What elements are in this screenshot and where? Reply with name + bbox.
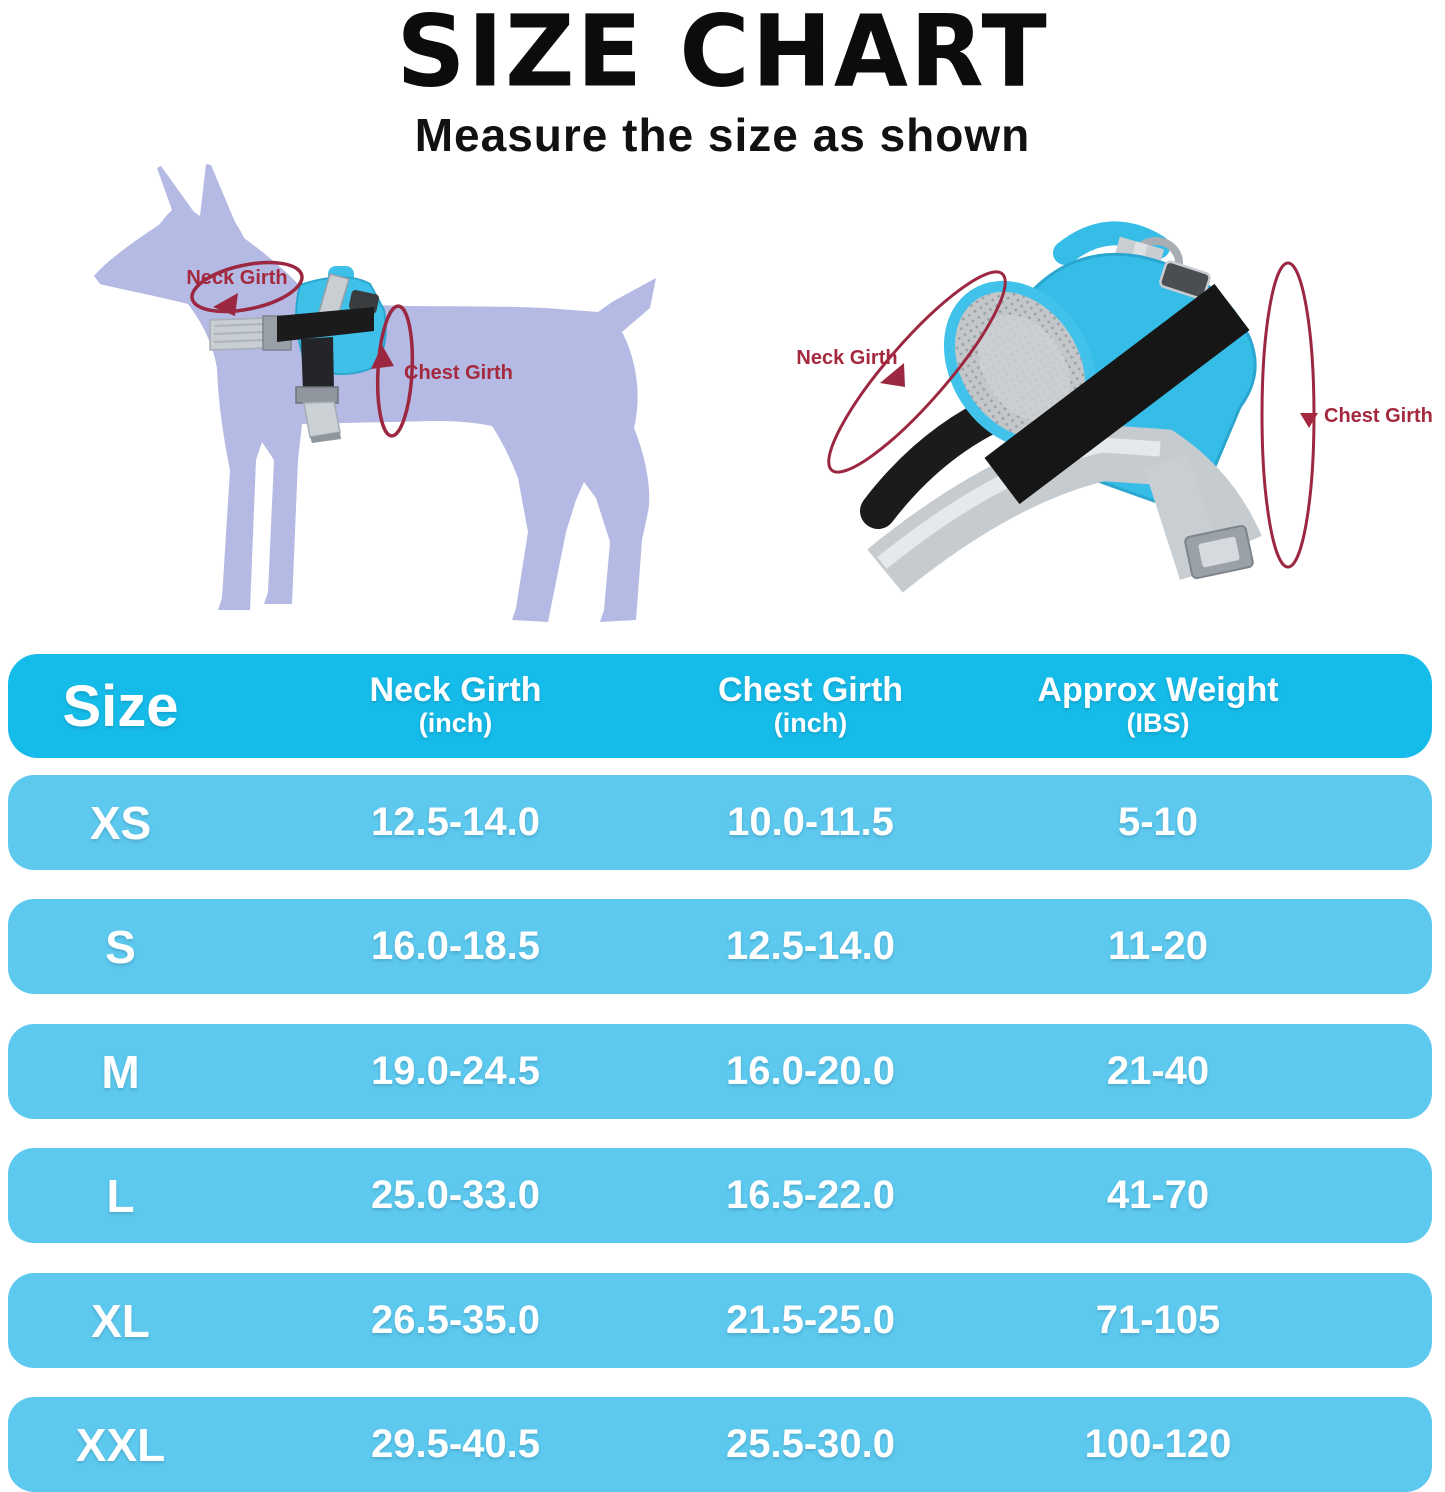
chest-girth-value: 12.5-14.0 — [725, 924, 896, 968]
dog-neck-girth-mark — [190, 260, 304, 316]
dog-harness-graphic — [209, 266, 387, 443]
size-value: L — [106, 1169, 135, 1222]
size-value: M — [101, 1045, 140, 1098]
weight-value: 41-70 — [1106, 1173, 1210, 1217]
table-row-xs: XS 12.5-14.0 10.0-11.5 5-10 — [8, 775, 1432, 870]
page-title-wrap: SIZE CHART — [0, 0, 1445, 103]
size-value: XL — [91, 1294, 150, 1347]
weight-value: 100-120 — [1084, 1422, 1232, 1466]
chest-girth-value: 16.5-22.0 — [725, 1173, 896, 1217]
harness-measurement-illustration: Neck Girth Chest Girth — [796, 221, 1433, 593]
weight-value: 71-105 — [1095, 1298, 1221, 1342]
neck-girth-value: 16.0-18.5 — [370, 924, 541, 968]
table-row-s: S 16.0-18.5 12.5-14.0 11-20 — [8, 899, 1432, 994]
weight-value: 11-20 — [1107, 924, 1209, 968]
neck-girth-value: 12.5-14.0 — [370, 800, 541, 844]
harness-chest-girth-mark — [1260, 261, 1318, 569]
neck-girth-value: 26.5-35.0 — [370, 1298, 541, 1342]
table-row-m: M 19.0-24.5 16.0-20.0 21-40 — [8, 1024, 1432, 1119]
dog-chest-girth-label: Chest Girth — [404, 362, 513, 384]
chest-girth-value: 25.5-30.0 — [725, 1422, 896, 1466]
table-row-l: L 25.0-33.0 16.5-22.0 41-70 — [8, 1148, 1432, 1243]
size-value: S — [105, 920, 136, 973]
column-header-approx-weight: Approx Weight (IBS) — [1037, 671, 1279, 738]
harness-neck-girth-mark — [827, 270, 1007, 474]
table-row-xxl: XXL 29.5-40.5 25.5-30.0 100-120 — [8, 1397, 1432, 1492]
neck-girth-value: 19.0-24.5 — [370, 1049, 541, 1093]
chest-girth-value: 10.0-11.5 — [727, 800, 894, 844]
table-header-row: Size Neck Girth (inch) Chest Girth (inch… — [8, 654, 1432, 758]
column-header-neck-girth: Neck Girth (inch) — [369, 671, 542, 738]
page-subtitle: Measure the size as shown — [414, 109, 1031, 161]
harness-product-graphic — [860, 221, 1262, 593]
weight-value: 5-10 — [1117, 800, 1199, 844]
size-value: XXL — [75, 1418, 166, 1471]
neck-girth-value: 25.0-33.0 — [370, 1173, 541, 1217]
harness-chest-girth-label: Chest Girth — [1324, 405, 1433, 427]
harness-neck-girth-label: Neck Girth — [796, 347, 897, 369]
neck-girth-value: 29.5-40.5 — [370, 1422, 541, 1466]
weight-value: 21-40 — [1106, 1049, 1210, 1093]
table-row-xl: XL 26.5-35.0 21.5-25.0 71-105 — [8, 1273, 1432, 1368]
dog-silhouette — [94, 164, 656, 622]
column-header-chest-girth: Chest Girth (inch) — [717, 671, 904, 738]
dog-chest-girth-mark — [371, 304, 415, 438]
chest-girth-value: 21.5-25.0 — [725, 1298, 896, 1342]
dog-neck-girth-label: Neck Girth — [186, 267, 287, 289]
chest-girth-value: 16.0-20.0 — [725, 1049, 896, 1093]
column-header-size: Size — [62, 673, 179, 739]
page-title: SIZE CHART — [396, 0, 1049, 110]
dog-measurement-illustration: Neck Girth Chest Girth — [94, 164, 656, 622]
size-value: XS — [89, 796, 152, 849]
